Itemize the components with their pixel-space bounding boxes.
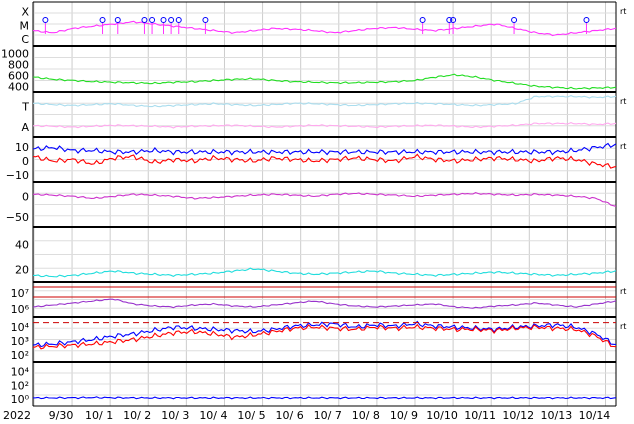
flare-marker — [446, 17, 453, 23]
realtime-marker: rt — [620, 97, 626, 106]
flare-marker — [141, 17, 148, 23]
y-tick-label: M — [20, 19, 30, 32]
y-tick-label: 1000 — [1, 48, 29, 61]
x-tick-label: 10/ 8 — [352, 409, 380, 422]
flare-marker — [583, 17, 590, 23]
x-tick-label: 10/10 — [426, 409, 458, 422]
y-tick-label: 20 — [15, 264, 29, 277]
flare-marker — [511, 17, 518, 23]
x-tick-label: 10/ 4 — [199, 409, 227, 422]
y-tick-label: C — [21, 33, 29, 46]
series-line-proton — [32, 323, 617, 350]
flare-marker — [99, 17, 106, 23]
x-tick-label: 10/ 7 — [314, 409, 342, 422]
x-tick-label: 10/ 3 — [161, 409, 189, 422]
x-tick-label: 10/ 9 — [390, 409, 418, 422]
y-tick-label: −10 — [6, 169, 29, 182]
realtime-marker: rt — [620, 322, 626, 331]
y-tick-label: 400 — [8, 81, 29, 94]
flare-marker — [175, 17, 182, 23]
x-tick-label: 10/ 6 — [276, 409, 304, 422]
year-label: 2022 — [3, 409, 31, 422]
flare-marker — [114, 17, 121, 23]
y-tick-label: 0 — [22, 190, 29, 203]
y-tick-label: A — [21, 121, 29, 134]
series-line-proton — [32, 320, 617, 348]
y-tick-label: 10 — [15, 141, 29, 154]
series-line-electron — [32, 298, 617, 309]
realtime-marker: rt — [620, 287, 626, 296]
axis-labels: 9/30 10/ 1 10/ 2 10/ 3 10/ 4 10/ 5 10/ 6 10/ 7 1… — [1, 6, 626, 422]
y-tick-label: X — [21, 6, 29, 19]
flare-marker — [160, 17, 167, 23]
y-tick-label: 10⁷ — [11, 287, 29, 300]
realtime-marker: rt — [620, 7, 626, 16]
flare-marker — [450, 17, 457, 23]
flare-marker — [419, 17, 426, 23]
flare-marker — [168, 17, 175, 23]
y-tick-label: 0 — [22, 155, 29, 168]
y-tick-label: 10⁴ — [11, 366, 30, 379]
x-tick-label: 10/11 — [464, 409, 496, 422]
x-tick-label: 9/30 — [49, 409, 74, 422]
y-tick-label: 10² — [11, 349, 29, 362]
x-tick-label: 10/ 2 — [123, 409, 151, 422]
y-tick-label: 600 — [8, 70, 29, 83]
chart-panels — [32, 17, 617, 400]
y-tick-label: 10³ — [11, 335, 29, 348]
x-tick-label: 10/ 1 — [85, 409, 113, 422]
series-line-xray — [32, 20, 617, 37]
y-tick-label: 10⁴ — [11, 321, 30, 334]
grid-lines — [32, 1, 617, 407]
series-line-temp-density — [33, 95, 617, 108]
y-tick-label: −50 — [6, 211, 29, 224]
x-tick-label: 10/14 — [579, 409, 611, 422]
realtime-marker: rt — [620, 142, 626, 151]
y-tick-label: T — [21, 100, 29, 113]
x-tick-label: 10/ 5 — [237, 409, 265, 422]
series-line-phi — [33, 192, 617, 207]
flare-marker — [42, 17, 49, 23]
series-line-wind — [32, 73, 617, 90]
series-line-neutron — [32, 396, 617, 400]
y-tick-label: 800 — [8, 59, 29, 72]
flare-marker — [149, 17, 156, 23]
y-tick-label: 10² — [11, 379, 29, 392]
y-tick-label: 10⁶ — [11, 303, 30, 316]
y-tick-label: 10⁰ — [11, 393, 30, 406]
series-line-imf — [32, 153, 617, 169]
series-line-imf — [32, 142, 617, 156]
x-tick-label: 10/12 — [502, 409, 534, 422]
series-line-temp-density — [32, 122, 617, 129]
series-line-cyan — [33, 267, 617, 278]
x-tick-label: 10/13 — [541, 409, 573, 422]
flare-marker — [202, 17, 209, 23]
y-tick-label: 40 — [15, 239, 29, 252]
